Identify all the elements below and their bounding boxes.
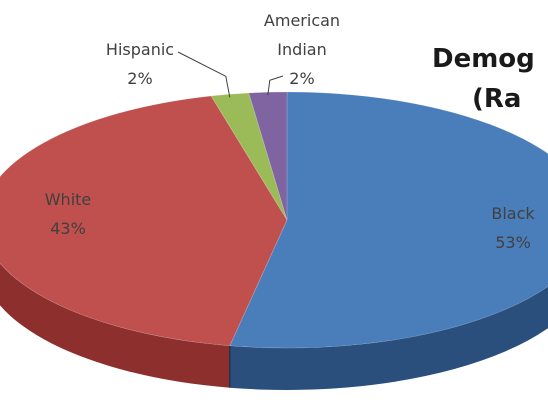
slice-side-white [0,263,230,388]
percent-white: 43% [50,219,86,238]
percent-hispanic: 2% [127,69,152,88]
label-white: White [45,190,92,209]
label-hispanic: Hispanic [106,40,174,59]
slice-white [0,95,288,347]
slice-side-black [229,286,548,390]
chart-title-line2: (Ra [472,84,521,114]
slice-hispanic [210,92,288,221]
percent-american-indian: 2% [289,69,314,88]
percent-black: 53% [495,233,531,252]
label-black: Black [491,204,535,223]
label-american-indian-line2: Indian [277,40,326,59]
leader-line-american-indian [267,75,284,96]
label-american-indian-line1: American [264,11,340,30]
leader-line-hispanic [177,51,231,98]
slice-black [229,91,548,349]
chart-title-line1: Demog [432,44,535,74]
